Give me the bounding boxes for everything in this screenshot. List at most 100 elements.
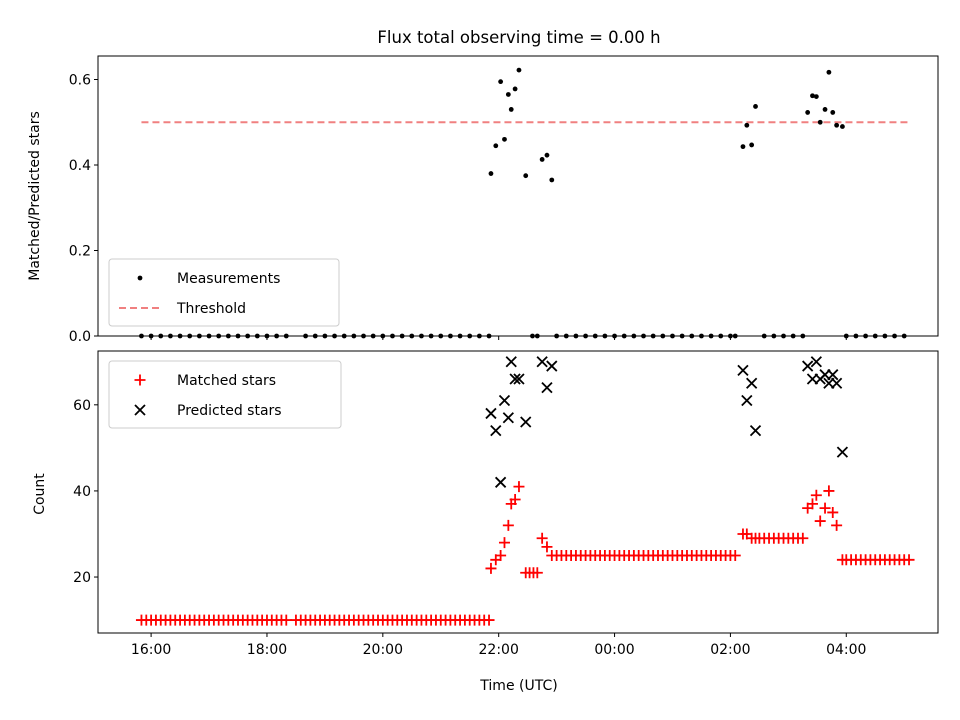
predicted-star-point xyxy=(498,394,511,407)
count-x-ticks: 16:00 18:00 20:00 22:00 00:00 02:00 04:00 xyxy=(131,633,866,658)
legend-predicted-label: Predicted stars xyxy=(177,403,282,419)
measurement-point xyxy=(744,122,750,128)
count-y-ticks: 20 40 60 xyxy=(73,398,98,586)
y-tick-label: 60 xyxy=(73,398,91,414)
measurement-point xyxy=(502,136,507,142)
ratio-x-ticks xyxy=(150,336,847,340)
measurement-point xyxy=(840,124,845,129)
matched-star-point xyxy=(541,541,553,553)
matched-star-point xyxy=(819,502,831,514)
matched-star-point xyxy=(483,614,495,626)
predicted-star-point xyxy=(505,356,517,368)
measurement-point xyxy=(753,104,758,109)
measurement-point xyxy=(493,143,499,149)
matched-star-point xyxy=(536,532,548,544)
measurement-point xyxy=(505,92,511,97)
y-tick-label: 40 xyxy=(73,484,91,500)
y-tick-label: 0.6 xyxy=(69,73,91,89)
measurement-point xyxy=(549,177,555,183)
predicted-star-point xyxy=(536,356,548,368)
matched-star-point xyxy=(729,550,741,562)
legend-measurements-label: Measurements xyxy=(177,271,280,287)
predicted-star-point xyxy=(749,425,762,437)
count-legend: Matched stars Predicted stars xyxy=(108,360,342,429)
measurement-point xyxy=(826,69,832,75)
measurement-point xyxy=(488,171,494,176)
matched-star-point xyxy=(797,532,809,544)
measurement-point xyxy=(830,110,836,115)
predicted-star-point xyxy=(490,425,502,437)
ratio-panel: 0.0 0.2 0.4 0.6 Matched/Predicted stars Mea… xyxy=(27,55,939,345)
ratio-y-axis-label: Matched/Predicted stars xyxy=(27,111,43,281)
x-tick-label: 02:00 xyxy=(710,642,750,658)
predicted-star-point xyxy=(502,412,514,424)
matched-star-point xyxy=(531,567,543,579)
x-axis-label: Time (UTC) xyxy=(479,678,557,694)
measurement-point xyxy=(813,94,819,100)
ratio-legend: Measurements Threshold xyxy=(108,258,340,327)
count-y-axis-label: Count xyxy=(32,473,48,515)
x-tick-label: 00:00 xyxy=(594,642,634,658)
matched-star-point xyxy=(806,498,818,510)
measurement-point xyxy=(512,86,518,92)
measurement-point xyxy=(749,142,755,148)
chart-title: Flux total observing time = 0.00 h xyxy=(377,28,660,47)
legend-measurements-marker xyxy=(137,275,143,281)
measurement-point xyxy=(498,79,504,85)
legend-matched-label: Matched stars xyxy=(177,373,276,389)
matched-star-point xyxy=(513,481,525,493)
predicted-star-point xyxy=(836,446,849,458)
x-tick-label: 16:00 xyxy=(131,642,171,658)
matched-star-point xyxy=(495,550,507,562)
measurement-point xyxy=(805,110,811,115)
predicted-star-point xyxy=(494,476,507,488)
predicted-star-point xyxy=(737,364,749,377)
predicted-star-point xyxy=(746,377,758,389)
count-plot-frame xyxy=(97,350,939,634)
matched-star-point xyxy=(498,537,510,549)
count-panel: 20 40 60 16:00 18:00 20:00 22:00 00:00 02:00 04:… xyxy=(32,350,939,694)
predicted-star-point xyxy=(509,373,521,385)
y-tick-label: 20 xyxy=(73,570,91,586)
x-tick-label: 20:00 xyxy=(363,642,403,658)
matched-star-point xyxy=(280,614,292,626)
x-tick-label: 04:00 xyxy=(826,642,866,658)
y-tick-label: 0.4 xyxy=(69,158,91,174)
ratio-legend-box xyxy=(108,258,340,327)
predicted-star-point xyxy=(830,377,843,389)
measurement-point xyxy=(810,93,815,99)
measurement-point xyxy=(544,152,550,158)
measurement-point xyxy=(834,122,840,128)
legend-threshold-label: Threshold xyxy=(176,301,246,317)
count-legend-box xyxy=(108,360,342,429)
predicted-star-point xyxy=(810,356,822,368)
predicted-star-point xyxy=(546,360,558,372)
predicted-star-point xyxy=(827,369,839,381)
x-tick-label: 22:00 xyxy=(479,642,519,658)
matched-star-point xyxy=(509,494,521,506)
predicted-star-point xyxy=(485,407,497,420)
predicted-star-point xyxy=(520,416,532,428)
measurement-point xyxy=(822,107,828,112)
x-tick-label: 18:00 xyxy=(247,642,287,658)
measurement-point xyxy=(523,173,529,179)
measurement-point xyxy=(817,119,823,125)
ratio-y-ticks: 0.0 0.2 0.4 0.6 xyxy=(69,73,98,345)
predicted-star-point xyxy=(741,394,753,407)
ratio-data-layer xyxy=(139,67,910,339)
legend-predicted-marker xyxy=(134,404,146,416)
matched-star-point xyxy=(814,515,826,527)
matched-star-point xyxy=(903,554,915,566)
predicted-star-point xyxy=(513,373,525,385)
matched-star-point xyxy=(831,519,843,531)
count-data-layer xyxy=(135,356,915,626)
predicted-star-point xyxy=(541,381,553,394)
legend-matched-marker xyxy=(134,374,146,386)
matched-star-point xyxy=(502,519,514,531)
matched-star-point xyxy=(810,489,822,501)
y-tick-label: 0.0 xyxy=(69,329,91,345)
ratio-plot-frame xyxy=(97,55,939,337)
measurement-point xyxy=(508,107,514,112)
y-tick-label: 0.2 xyxy=(69,244,91,260)
